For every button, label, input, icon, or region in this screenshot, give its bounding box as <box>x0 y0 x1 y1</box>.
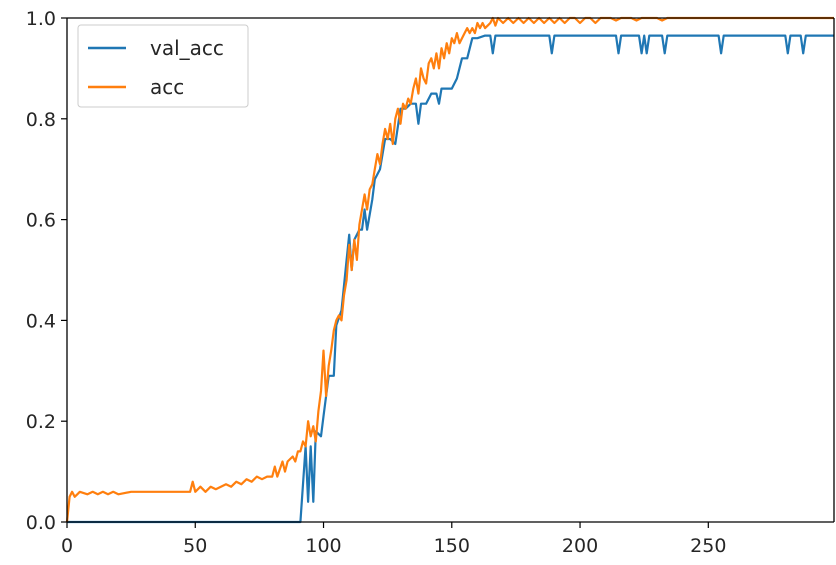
y-tick-label: 0.2 <box>26 411 56 433</box>
x-tick-label: 150 <box>434 535 470 557</box>
y-tick-label: 0.0 <box>26 512 56 534</box>
x-tick-label: 50 <box>183 535 207 557</box>
legend-label-val-acc: val_acc <box>150 36 224 60</box>
axis-ticks: 0 50 100 150 200 250 0.0 0.2 0.4 0.6 0.8 1.0 <box>26 8 727 557</box>
x-tick-label: 200 <box>562 535 598 557</box>
series-line-val-acc <box>67 34 834 524</box>
y-tick-label: 0.8 <box>26 109 56 131</box>
y-tick-label: 0.6 <box>26 210 56 232</box>
legend-label-acc: acc <box>150 75 184 99</box>
series-line-acc <box>65 16 834 523</box>
legend: val_acc acc <box>77 24 249 108</box>
series-lines <box>65 16 834 524</box>
y-tick-label: 0.4 <box>26 310 56 332</box>
x-tick-label: 100 <box>305 535 341 557</box>
y-tick-label: 1.0 <box>26 8 56 30</box>
x-tick-label: 250 <box>690 535 726 557</box>
x-tick-label: 0 <box>61 535 73 557</box>
